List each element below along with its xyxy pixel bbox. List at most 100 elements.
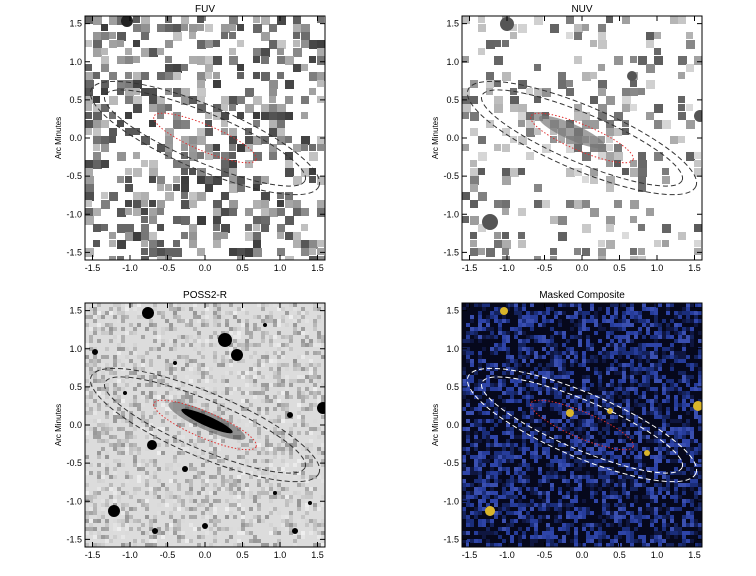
pixel-block [309,459,313,463]
pixel-block [293,40,300,47]
pixel-block [305,383,309,387]
pixel-block [698,419,702,423]
pixel-block [85,315,89,319]
pixel-block [478,315,482,319]
pixel-block [301,311,305,315]
pixel-block [478,439,482,443]
pixel-block [257,391,261,395]
pixel-block [253,499,257,503]
pixel-block [586,403,590,407]
pixel-block [141,315,145,319]
pixel-block [498,395,502,399]
pixel-block [598,307,602,311]
pixel-block [293,208,301,216]
pixel-block [317,72,325,81]
aperture-ellipse-outer [89,367,321,483]
pixel-block [301,168,310,177]
pixel-block [646,307,650,311]
pixel-block [638,423,642,427]
pixel-block [301,331,305,335]
pixel-block [285,56,294,65]
pixel-block [277,128,285,136]
pixel-block [574,491,578,495]
pixel-block [189,136,198,145]
pixel-block [598,395,602,399]
pixel-block [646,112,654,120]
pixel-block [682,375,686,379]
pixel-block [261,471,265,475]
pixel-block [550,355,554,359]
pixel-block [145,507,149,511]
pixel-block [305,523,309,527]
pixel-block [181,515,185,519]
pixel-block [205,391,209,395]
pixel-block [542,475,546,479]
pixel-block [626,511,630,515]
pixel-block [490,467,494,471]
pixel-block [650,323,654,327]
pixel-block [141,160,148,167]
pixel-block [253,232,261,240]
pixel-block [562,351,566,355]
pixel-block [277,200,284,207]
pixel-block [197,371,201,375]
pixel-block [89,527,93,531]
pixel-block [113,491,117,495]
pixel-block [594,535,598,539]
pixel-block [165,359,169,363]
pixel-block [662,347,666,351]
pixel-block [518,323,522,327]
pixel-block [538,479,542,483]
pixel-block [293,303,297,307]
pixel-block [217,315,221,319]
pixel-block [217,459,221,463]
pixel-block [562,335,566,339]
pixel-block [89,411,93,415]
pixel-block [594,543,598,547]
pixel-block [233,423,237,427]
pixel-block [570,315,574,319]
pixel-block [213,144,220,151]
pixel-block [530,379,534,383]
pixel-block [261,519,265,523]
pixel-block [694,475,698,479]
pixel-block [602,399,606,403]
pixel-block [269,120,277,128]
pixel-block [654,499,658,503]
pixel-block [638,319,642,323]
pixel-block [221,160,230,169]
pixel-block [133,459,137,463]
pixel-block [470,443,474,447]
pixel-block [518,539,522,543]
pixel-block [185,539,189,543]
pixel-block [245,371,249,375]
pixel-block [241,415,245,419]
pixel-block [598,467,602,471]
pixel-block [590,527,594,531]
pixel-block [281,335,285,339]
pixel-block [606,503,610,507]
pixel-block [574,335,578,339]
pixel-block [317,351,321,355]
pixel-block [694,323,698,327]
pixel-block [181,399,185,403]
pixel-block [582,499,586,503]
pixel-block [181,24,188,31]
pixel-block [534,256,541,260]
pixel-block [566,451,570,455]
panel-fuv: FUV -1.5 -1.0 -0.5 0.0 0.5 1.0 1.51.51.00.50.0… [54,4,326,273]
pixel-block [514,531,518,535]
pixel-block [301,136,310,145]
pixel-block [606,371,610,375]
pixel-block [173,503,177,507]
pixel-block [245,399,249,403]
pixel-block [534,427,538,431]
pixel-block [530,387,534,391]
pixel-block [570,347,574,351]
pixel-block [566,523,570,527]
pixel-block [293,144,301,152]
pixel-block [654,491,658,495]
pixel-block [482,427,486,431]
pixel-block [93,152,101,160]
pixel-block [265,467,269,471]
